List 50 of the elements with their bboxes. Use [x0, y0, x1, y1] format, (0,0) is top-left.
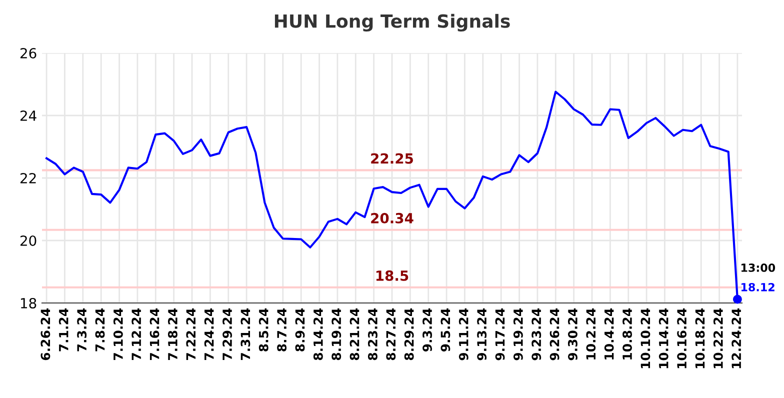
x-tick-label: 7.29.24 — [222, 308, 232, 360]
x-tick-label: 7.12.24 — [132, 308, 141, 360]
x-tick-label: 9.30.24 — [568, 308, 578, 360]
x-tick-label: 8.27.24 — [386, 308, 396, 360]
x-tick-label: 7.18.24 — [168, 308, 178, 360]
x-tick-label: 8.21.24 — [350, 308, 360, 360]
chart-title: HUN Long Term Signals — [274, 14, 510, 32]
x-tick-label: 9.5.24 — [440, 308, 450, 352]
x-tick-label: 8.29.24 — [404, 308, 414, 360]
y-tick-label: 26 — [20, 48, 36, 58]
x-tick-label: 8.14.24 — [313, 308, 323, 360]
x-tick-label: 7.31.24 — [240, 308, 250, 360]
x-tick-label: 10.4.24 — [604, 308, 614, 360]
x-tick-label: 9.19.24 — [513, 308, 523, 360]
x-tick-label: 10.2.24 — [586, 308, 596, 360]
x-tick-label: 7.3.24 — [77, 308, 87, 352]
x-tick-label: 8.19.24 — [332, 308, 342, 360]
y-tick-label: 24 — [20, 110, 36, 121]
x-tick-label: 10.22.24 — [713, 308, 723, 368]
y-tick-label: 18 — [20, 298, 36, 308]
x-tick-label: 8.7.24 — [277, 308, 287, 352]
x-tick-label: 9.17.24 — [495, 308, 505, 360]
x-tick-label: 9.11.24 — [458, 308, 468, 360]
x-tick-label: 10.8.24 — [622, 308, 632, 360]
x-tick-label: 7.24.24 — [204, 308, 214, 360]
ref-line-label: 20.34 — [371, 212, 414, 224]
x-tick-label: 10.18.24 — [695, 308, 705, 368]
x-tick-label: 6.26.24 — [40, 308, 50, 360]
x-tick-label: 7.8.24 — [95, 308, 105, 352]
x-tick-label: 10.16.24 — [677, 308, 687, 368]
y-tick-label: 22 — [20, 172, 36, 184]
x-tick-label: 8.5.24 — [258, 308, 268, 352]
x-tick-label: 8.23.24 — [368, 308, 378, 360]
x-tick-label: 10.10.24 — [640, 308, 650, 368]
x-tick-label: 9.13.24 — [477, 308, 487, 360]
x-tick-label: 9.3.24 — [422, 308, 432, 352]
annotation: 18.12 — [741, 282, 774, 292]
x-tick-label: 7.1.24 — [58, 308, 68, 352]
x-tick-label: 10.14.24 — [658, 308, 668, 368]
ref-line-label: 18.5 — [376, 270, 408, 281]
x-tick-label: 9.26.24 — [550, 308, 560, 360]
x-tick-label: 12.24.24 — [732, 308, 741, 368]
x-tick-label: 9.23.24 — [532, 308, 542, 360]
x-tick-label: 7.16.24 — [150, 308, 160, 360]
x-tick-label: 7.22.24 — [186, 308, 196, 360]
x-tick-label: 7.10.24 — [113, 308, 123, 360]
x-tick-label: 8.9.24 — [295, 308, 305, 352]
annotation: 13:00 — [741, 264, 776, 272]
y-tick-label: 20 — [20, 235, 36, 246]
ref-line-label: 22.25 — [371, 153, 413, 164]
